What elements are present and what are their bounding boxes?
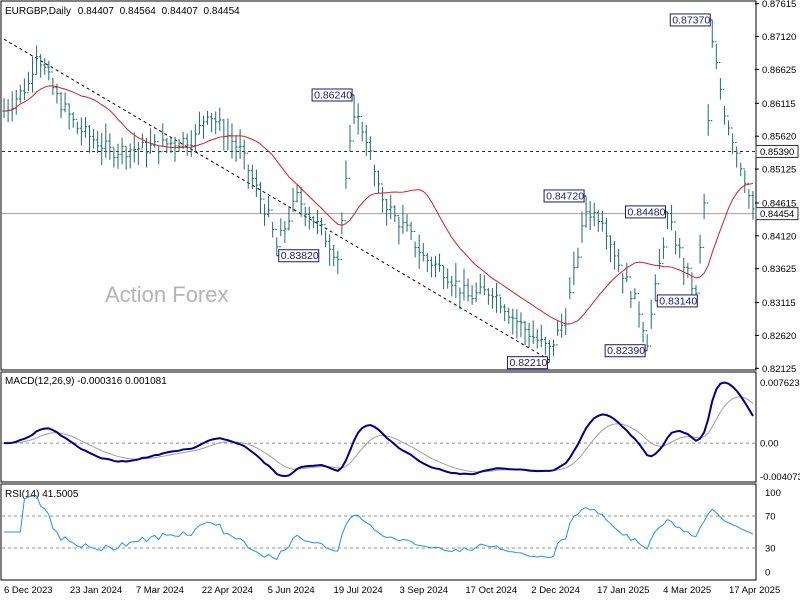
annotation-label: 0.82210	[509, 357, 547, 369]
rsi-tick-label: 0	[765, 568, 770, 579]
macd-tick-label: 0.00	[760, 439, 779, 450]
x-axis-label: 19 Jul 2024	[334, 585, 383, 596]
price-tick-label: 0.87615	[762, 0, 796, 10]
price-tick-label: 0.82620	[762, 331, 796, 342]
current-price-label: 0.84454	[760, 209, 794, 220]
annotation-box	[624, 205, 666, 219]
rsi-line	[4, 495, 754, 561]
annotation-box	[278, 249, 320, 263]
macd-signal-line	[4, 396, 754, 473]
macd-tick-label: -0.004073	[760, 472, 800, 483]
price-panel-frame	[0, 0, 757, 371]
rsi-series	[2, 495, 755, 561]
rsi-panel-title: RSI(14) 41.5005	[5, 489, 79, 500]
ohlc-open: 0.84407	[78, 6, 115, 17]
price-tick-label: 0.83625	[762, 264, 796, 275]
x-axis-label: 5 Jun 2024	[268, 585, 315, 596]
macd-tick-label: 0.007623	[760, 378, 800, 389]
moving-average-line	[3, 85, 754, 325]
annotation-box	[604, 344, 646, 358]
annotation-label: 0.83820	[281, 250, 319, 262]
watermark-text: Action Forex	[105, 282, 229, 307]
x-axis-label: 17 Jan 2025	[597, 585, 649, 596]
annotation-label: 0.83140	[659, 295, 697, 307]
reference-price-label: 0.85390	[760, 147, 794, 158]
price-annotations: 0.87370 0.86240 0.84720 0.84480 0.83820 0.831…	[276, 13, 713, 370]
rsi-tick-label: 30	[765, 544, 776, 555]
ohlc-low: 0.84407	[162, 6, 199, 17]
annotation-box	[311, 88, 353, 102]
rsi-panel-frame	[0, 483, 757, 581]
x-axis-label: 2 Dec 2024	[531, 585, 580, 596]
annotation-label: 0.87370	[672, 14, 710, 26]
annotation-label: 0.82390	[607, 345, 645, 357]
x-axis-label: 4 Mar 2025	[663, 585, 711, 596]
x-axis-label: 17 Apr 2025	[729, 585, 780, 596]
price-tick-label: 0.85620	[762, 132, 796, 143]
macd-panel-title: MACD(12,26,9) -0.000316 0.001081	[5, 376, 167, 387]
ohlc-high: 0.84564	[120, 6, 157, 17]
annotation-label: 0.84480	[627, 206, 665, 218]
price-tick-label: 0.83115	[762, 298, 796, 309]
annotation-box	[669, 13, 711, 27]
rsi-tick-label: 100	[765, 488, 781, 499]
price-tick-label: 0.86625	[762, 65, 796, 76]
price-tick-label: 0.84120	[762, 231, 796, 242]
macd-panel-frame	[0, 371, 757, 483]
reference-price-box	[755, 144, 799, 158]
x-axis-label: 6 Dec 2023	[4, 585, 53, 596]
symbol-label: EURGBP,Daily	[5, 6, 71, 17]
price-tick-label: 0.85125	[762, 165, 796, 176]
price-tick-label: 0.84615	[762, 198, 796, 209]
current-price-box	[755, 207, 799, 221]
macd-line	[4, 381, 754, 478]
x-axis-label: 7 Mar 2024	[136, 585, 184, 596]
annotation-label: 0.86240	[314, 90, 352, 102]
axis-labels: 0.87615 0.87120 0.86625 0.86115 0.85620 0.851…	[4, 0, 800, 596]
macd-series	[2, 381, 755, 478]
ohlc-close: 0.84454	[204, 6, 241, 17]
annotation-label: 0.84720	[546, 190, 584, 202]
annotation-box	[543, 189, 585, 203]
price-tick-label: 0.86115	[762, 99, 796, 110]
price-tick-label: 0.87120	[762, 32, 796, 43]
price-series	[2, 19, 755, 363]
x-axis-label: 17 Oct 2024	[465, 585, 517, 596]
annotation-box	[656, 294, 698, 308]
price-panel-header: EURGBP,Daily 0.84407 0.84564 0.84407 0.8…	[5, 6, 240, 17]
annotation-box	[506, 356, 548, 370]
x-axis-label: 23 Jan 2024	[70, 585, 122, 596]
x-axis-label: 3 Sep 2024	[399, 585, 448, 596]
price-tick-label: 0.82125	[762, 364, 796, 375]
rsi-tick-label: 70	[765, 512, 776, 523]
x-axis-label: 22 Apr 2024	[202, 585, 253, 596]
